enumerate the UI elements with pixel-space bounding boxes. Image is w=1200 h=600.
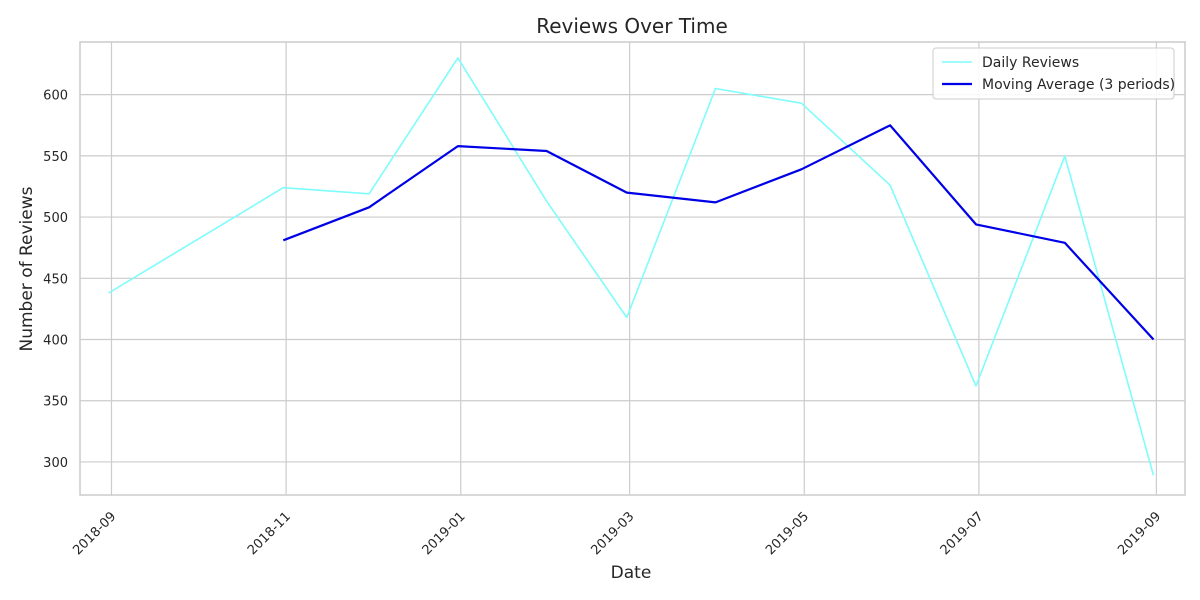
plot-frame xyxy=(79,41,1186,496)
legend-label-daily-reviews: Daily Reviews xyxy=(982,55,1079,71)
series-line-moving-average xyxy=(282,124,1155,341)
series-line-daily-reviews xyxy=(108,57,1155,476)
y-tick-label: 350 xyxy=(43,395,68,410)
y-tick-label: 400 xyxy=(43,334,68,349)
chart-title: Reviews Over Time xyxy=(536,14,728,38)
y-tick-label: 550 xyxy=(43,150,68,165)
y-tick-label: 600 xyxy=(43,89,68,104)
legend-label-moving-average: Moving Average (3 periods) xyxy=(982,77,1175,93)
legend: Daily Reviews Moving Average (3 periods) xyxy=(932,47,1175,100)
x-axis-label: Date xyxy=(611,563,652,583)
y-tick-label: 500 xyxy=(43,211,68,226)
series-layer xyxy=(108,57,1155,476)
y-axis-label: Number of Reviews xyxy=(17,186,37,351)
y-tick-label: 450 xyxy=(43,272,68,287)
y-tick-label: 300 xyxy=(43,456,68,471)
legend-box xyxy=(932,47,1175,100)
